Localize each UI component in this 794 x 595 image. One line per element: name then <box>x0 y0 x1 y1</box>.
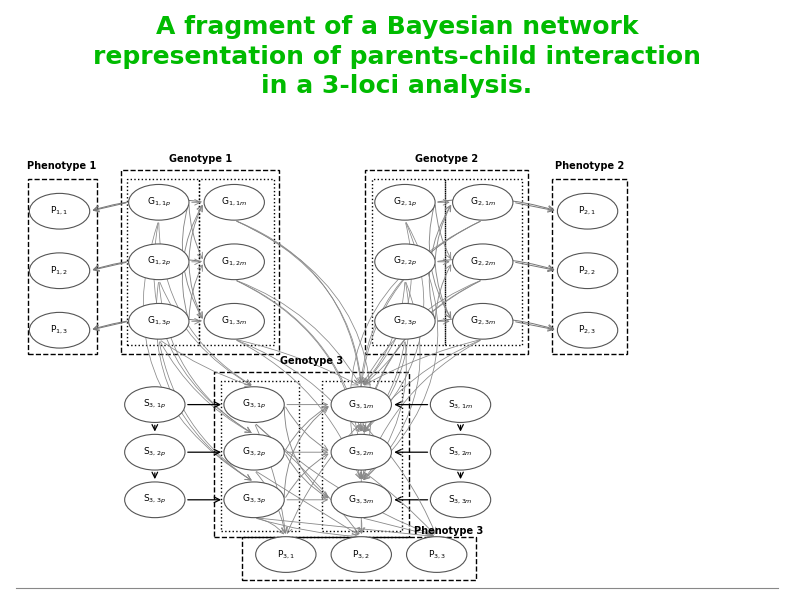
Ellipse shape <box>224 387 284 422</box>
Ellipse shape <box>129 303 189 339</box>
Text: P$_{1,1}$: P$_{1,1}$ <box>51 205 68 217</box>
Text: G$_{3,2p}$: G$_{3,2p}$ <box>242 446 266 459</box>
Text: Phenotype 2: Phenotype 2 <box>554 161 624 171</box>
Ellipse shape <box>453 303 513 339</box>
Text: G$_{3,3m}$: G$_{3,3m}$ <box>349 494 374 506</box>
Text: P$_{2,2}$: P$_{2,2}$ <box>579 265 596 277</box>
Ellipse shape <box>129 244 189 280</box>
Text: G$_{1,1m}$: G$_{1,1m}$ <box>222 196 247 208</box>
Text: G$_{2,1m}$: G$_{2,1m}$ <box>470 196 495 208</box>
Text: P$_{2,3}$: P$_{2,3}$ <box>579 324 596 336</box>
Text: S$_{3,1p}$: S$_{3,1p}$ <box>144 398 166 411</box>
Ellipse shape <box>331 482 391 518</box>
Text: G$_{2,2m}$: G$_{2,2m}$ <box>470 256 495 268</box>
Ellipse shape <box>375 184 435 220</box>
Text: G$_{2,3m}$: G$_{2,3m}$ <box>470 315 495 327</box>
Text: S$_{3,3p}$: S$_{3,3p}$ <box>144 493 166 506</box>
Text: G$_{1,2m}$: G$_{1,2m}$ <box>222 256 247 268</box>
Text: G$_{2,1p}$: G$_{2,1p}$ <box>393 196 417 209</box>
Text: S$_{3,3m}$: S$_{3,3m}$ <box>448 494 473 506</box>
Ellipse shape <box>331 387 391 422</box>
Text: G$_{3,1m}$: G$_{3,1m}$ <box>349 399 374 411</box>
Text: S$_{3,2m}$: S$_{3,2m}$ <box>448 446 473 458</box>
Ellipse shape <box>331 537 391 572</box>
Text: P$_{2,1}$: P$_{2,1}$ <box>579 205 596 217</box>
Ellipse shape <box>430 387 491 422</box>
Ellipse shape <box>453 184 513 220</box>
Ellipse shape <box>204 303 264 339</box>
Ellipse shape <box>557 312 618 348</box>
Ellipse shape <box>430 434 491 470</box>
Text: G$_{3,3p}$: G$_{3,3p}$ <box>242 493 266 506</box>
Text: G$_{3,2m}$: G$_{3,2m}$ <box>349 446 374 458</box>
Ellipse shape <box>430 482 491 518</box>
Ellipse shape <box>29 253 90 289</box>
Ellipse shape <box>557 253 618 289</box>
Text: G$_{3,1p}$: G$_{3,1p}$ <box>242 398 266 411</box>
Ellipse shape <box>224 434 284 470</box>
Text: P$_{1,3}$: P$_{1,3}$ <box>51 324 68 336</box>
Ellipse shape <box>204 244 264 280</box>
Text: Phenotype 1: Phenotype 1 <box>27 161 97 171</box>
Text: G$_{1,3p}$: G$_{1,3p}$ <box>147 315 171 328</box>
Ellipse shape <box>29 312 90 348</box>
Ellipse shape <box>331 434 391 470</box>
Text: A fragment of a Bayesian network
representation of parents-child interaction
in : A fragment of a Bayesian network represe… <box>93 15 701 98</box>
Ellipse shape <box>204 184 264 220</box>
Ellipse shape <box>125 387 185 422</box>
Text: P$_{3,1}$: P$_{3,1}$ <box>277 549 295 560</box>
Text: G$_{1,1p}$: G$_{1,1p}$ <box>147 196 171 209</box>
Text: G$_{2,3p}$: G$_{2,3p}$ <box>393 315 417 328</box>
Text: G$_{2,2p}$: G$_{2,2p}$ <box>393 255 417 268</box>
Ellipse shape <box>256 537 316 572</box>
Text: Genotype 3: Genotype 3 <box>279 356 343 366</box>
Text: P$_{1,2}$: P$_{1,2}$ <box>51 265 68 277</box>
Text: G$_{1,3m}$: G$_{1,3m}$ <box>222 315 247 327</box>
Ellipse shape <box>557 193 618 229</box>
Ellipse shape <box>375 303 435 339</box>
Text: G$_{1,2p}$: G$_{1,2p}$ <box>147 255 171 268</box>
Text: Genotype 1: Genotype 1 <box>168 154 232 164</box>
Text: P$_{3,2}$: P$_{3,2}$ <box>353 549 370 560</box>
Ellipse shape <box>129 184 189 220</box>
Ellipse shape <box>224 482 284 518</box>
Text: S$_{3,2p}$: S$_{3,2p}$ <box>144 446 166 459</box>
Ellipse shape <box>125 482 185 518</box>
Text: S$_{3,1m}$: S$_{3,1m}$ <box>448 399 473 411</box>
Ellipse shape <box>375 244 435 280</box>
Text: Phenotype 3: Phenotype 3 <box>414 525 484 536</box>
Ellipse shape <box>407 537 467 572</box>
Text: Genotype 2: Genotype 2 <box>414 154 478 164</box>
Text: P$_{3,3}$: P$_{3,3}$ <box>428 549 445 560</box>
Ellipse shape <box>29 193 90 229</box>
Ellipse shape <box>453 244 513 280</box>
Ellipse shape <box>125 434 185 470</box>
